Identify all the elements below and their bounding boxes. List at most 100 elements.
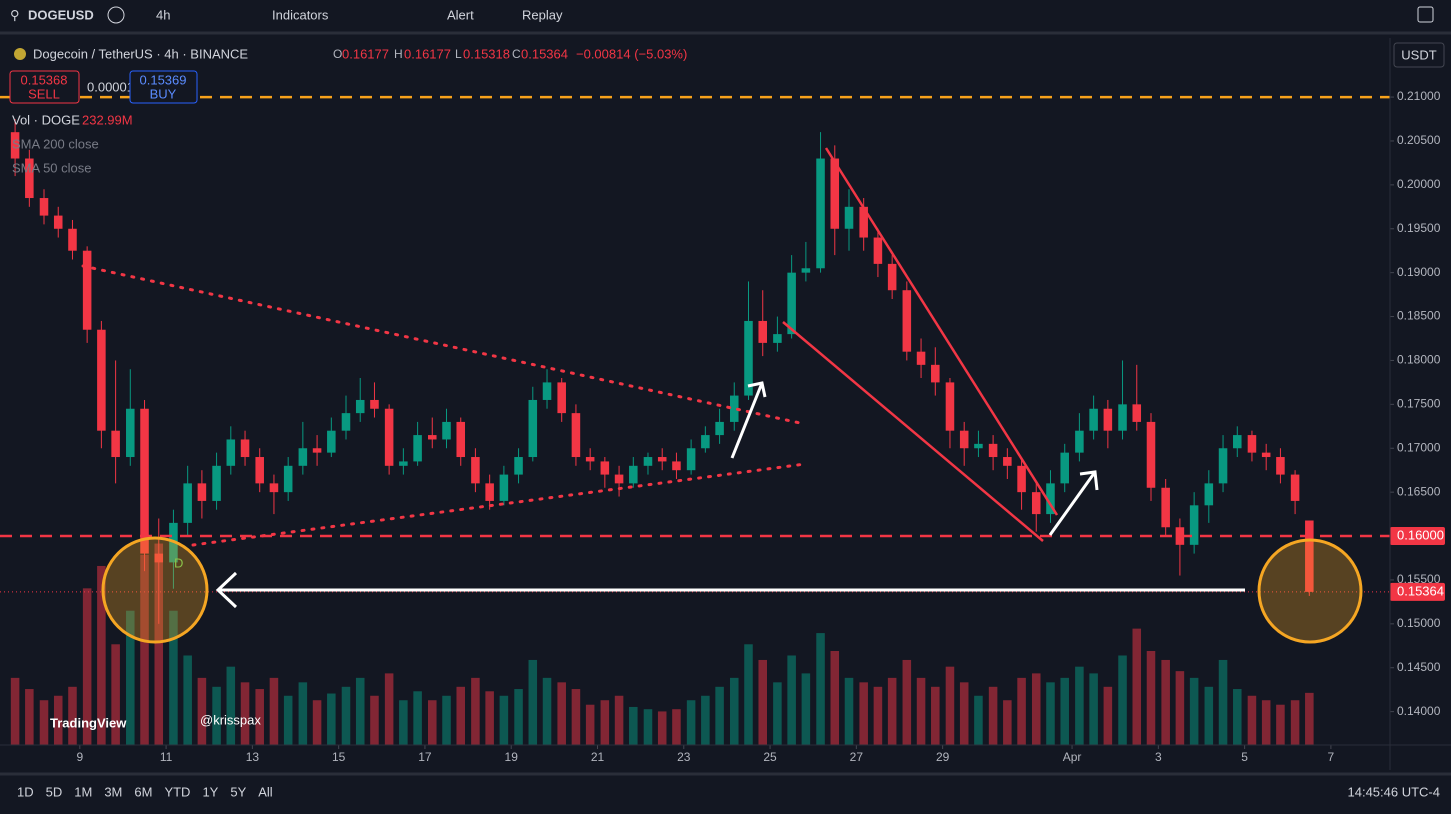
- volume-bar: [945, 666, 955, 745]
- candle-body: [916, 351, 926, 365]
- range-button[interactable]: 1M: [74, 784, 92, 799]
- candle-body: [657, 457, 667, 462]
- volume-bar: [140, 554, 149, 745]
- range-button[interactable]: 6M: [134, 784, 152, 799]
- y-tick-label: 0.17000: [1397, 440, 1441, 454]
- indicator-label[interactable]: SMA 50 close: [12, 160, 92, 175]
- candle-body: [902, 290, 912, 352]
- x-tick-label: 23: [677, 750, 691, 764]
- replay-button[interactable]: Replay: [522, 7, 563, 22]
- x-tick-label: 5: [1241, 750, 1248, 764]
- volume-bar: [902, 659, 912, 745]
- interval[interactable]: 4h: [156, 7, 170, 22]
- y-tick-label: 0.21000: [1397, 89, 1441, 103]
- indicators-button[interactable]: Indicators: [272, 7, 329, 22]
- candle-body: [600, 461, 610, 475]
- sell-label[interactable]: SELL: [28, 86, 60, 101]
- buy-label[interactable]: BUY: [150, 86, 177, 101]
- ohlc-value: 0.15364: [521, 46, 568, 61]
- arrow: [1048, 470, 1099, 536]
- candle-body: [1146, 421, 1156, 488]
- spread: 0.00001: [87, 79, 134, 94]
- y-tick-label: 0.18500: [1397, 309, 1441, 323]
- range-button[interactable]: 1Y: [202, 784, 218, 799]
- volume-bar: [1189, 677, 1199, 745]
- volume-bar: [1118, 655, 1127, 745]
- candle-body: [614, 474, 624, 484]
- candle-body: [816, 158, 825, 269]
- volume-bar: [614, 695, 624, 745]
- candle-body: [1189, 505, 1199, 545]
- volume-bar: [183, 655, 192, 745]
- candle-body: [428, 435, 437, 440]
- volume-bar: [542, 677, 552, 745]
- price-tag-label: 0.15364: [1397, 583, 1444, 598]
- candle-body: [298, 448, 308, 466]
- sell-price[interactable]: 0.15368: [21, 72, 68, 87]
- range-button[interactable]: 1D: [17, 784, 34, 799]
- candle-body: [787, 272, 796, 335]
- range-button[interactable]: 3M: [104, 784, 122, 799]
- clock: 14:45:46 UTC-4: [1348, 784, 1441, 799]
- volume-bar: [269, 677, 279, 745]
- volume-bar: [1175, 671, 1185, 745]
- ohlc-label: L: [455, 47, 462, 61]
- volume-bar: [442, 695, 451, 745]
- candle-body: [672, 461, 681, 471]
- sell-button[interactable]: [9, 70, 80, 104]
- candle-body: [154, 553, 164, 563]
- y-tick-label: 0.18000: [1397, 353, 1441, 367]
- candle-body: [1261, 452, 1271, 458]
- y-tick-label: 0.19500: [1397, 221, 1441, 235]
- volume-bar: [1075, 666, 1084, 745]
- volume-bar: [1161, 659, 1170, 745]
- candle-body: [528, 399, 538, 458]
- y-tick-label: 0.14000: [1397, 704, 1441, 718]
- candle-body: [643, 457, 653, 466]
- volume-bar: [916, 677, 926, 745]
- x-tick-label: 7: [1328, 750, 1335, 764]
- candle-body: [126, 408, 135, 458]
- candle-body: [183, 483, 192, 523]
- candle-body: [1060, 452, 1069, 484]
- range-button[interactable]: 5D: [46, 784, 63, 799]
- range-button[interactable]: 5Y: [230, 784, 246, 799]
- alert-button[interactable]: Alert: [447, 7, 474, 22]
- candle-body: [585, 457, 595, 462]
- candle-body: [68, 228, 77, 251]
- candle-body: [557, 382, 566, 414]
- range-button[interactable]: All: [258, 784, 273, 799]
- candle-body: [53, 215, 63, 229]
- ohlc-value: 0.15318: [463, 46, 510, 61]
- buy-price[interactable]: 0.15369: [140, 72, 187, 87]
- x-tick-label: 13: [246, 750, 260, 764]
- volume-bar: [887, 677, 897, 745]
- volume-bar: [657, 711, 667, 745]
- volume-bar: [1261, 700, 1271, 745]
- candle-body: [212, 465, 221, 501]
- volume-bar: [557, 682, 566, 745]
- indicator-label[interactable]: SMA 200 close: [12, 136, 99, 151]
- volume-bar: [126, 610, 135, 745]
- volume-bar: [1003, 700, 1012, 745]
- candle-body: [111, 430, 120, 458]
- ohlc-label: C: [512, 47, 521, 61]
- candle-body: [39, 198, 49, 216]
- volume-bar: [873, 686, 883, 745]
- layout-button[interactable]: [1417, 6, 1434, 23]
- trend-line: [191, 462, 807, 547]
- add-symbol[interactable]: [107, 6, 125, 24]
- currency-box[interactable]: [1393, 42, 1445, 68]
- symbol[interactable]: DOGEUSD: [28, 7, 94, 22]
- range-button[interactable]: YTD: [164, 784, 190, 799]
- buy-button[interactable]: [129, 70, 198, 104]
- candle-body: [370, 399, 379, 409]
- volume-bar: [471, 677, 480, 745]
- currency[interactable]: USDT: [1401, 47, 1436, 62]
- annotations: D: [81, 147, 1363, 644]
- candle-body: [758, 320, 768, 343]
- candle-body: [1046, 483, 1055, 515]
- volume-bar: [859, 682, 868, 745]
- search-icon[interactable]: ⚲: [10, 7, 20, 22]
